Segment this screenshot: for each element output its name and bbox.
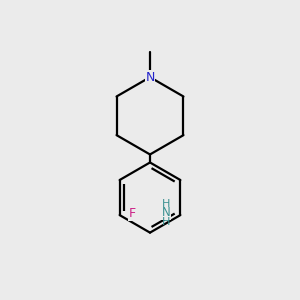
Text: N: N — [145, 71, 155, 84]
Text: F: F — [128, 207, 136, 220]
Text: N: N — [162, 206, 170, 219]
Text: H: H — [162, 217, 170, 226]
Text: H: H — [162, 199, 170, 209]
